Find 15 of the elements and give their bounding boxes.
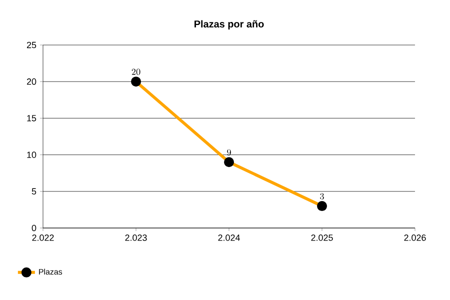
x-tick-label: 2.026 (404, 234, 426, 241)
y-tick-label: 5 (32, 188, 36, 195)
y-tick-label: 15 (27, 115, 36, 122)
x-tick-label: 2.022 (32, 234, 54, 241)
data-label: 3 (320, 193, 324, 200)
data-label: 9 (227, 149, 231, 156)
y-tick-label: 0 (32, 224, 36, 232)
x-tick-label: 2.024 (218, 234, 240, 241)
data-label: 20 (132, 68, 140, 75)
x-tick-label: 2.025 (311, 234, 333, 241)
y-tick-label: 10 (27, 152, 36, 158)
y-tick-label: 20 (26, 78, 36, 85)
chart-title: Plazas por año (194, 20, 264, 30)
y-tick-label: 25 (26, 42, 36, 48)
x-tick-label: 2.023 (125, 234, 147, 241)
